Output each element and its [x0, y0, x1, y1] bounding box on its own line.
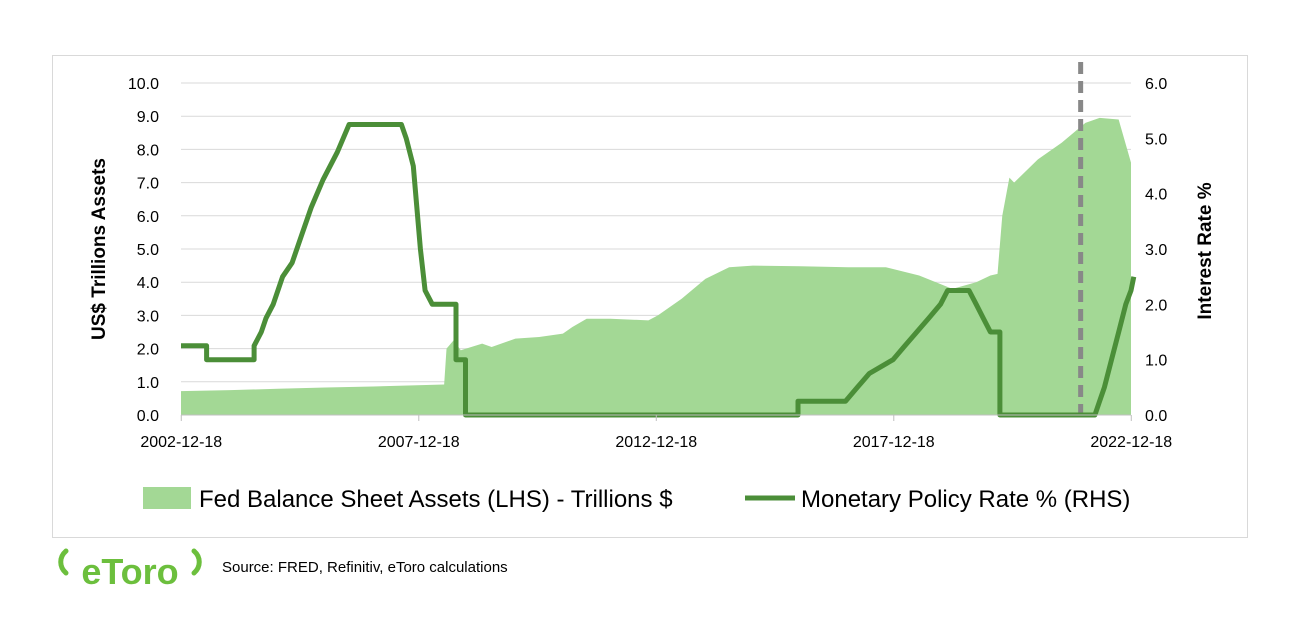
left-y-tick-label: 9.0 [137, 109, 159, 126]
right-y-tick-label: 5.0 [1145, 131, 1167, 148]
right-y-tick-label: 2.0 [1145, 297, 1167, 314]
source-note: Source: FRED, Refinitiv, eToro calculati… [222, 559, 508, 576]
left-y-tick-label: 5.0 [137, 242, 159, 259]
right-y-tick-label: 1.0 [1145, 353, 1167, 370]
balance-sheet-area-series [181, 117, 1131, 416]
left-y-tick-label: 0.0 [137, 408, 159, 425]
right-y-tick-label: 4.0 [1145, 187, 1167, 204]
x-tick-label: 2012-12-18 [615, 434, 697, 451]
right-axis-title: Interest Rate % [1195, 182, 1216, 319]
axes: 0.0 1.0 2.0 3.0 4.0 5.0 6.0 7.0 8.0 9.0 10.0 0.0 1.0… [89, 76, 1216, 451]
etoro-logo: eToro [58, 548, 202, 592]
logo-right-horn-icon [191, 548, 202, 576]
legend-label-balance-sheet: Fed Balance Sheet Assets (LHS) - Trillio… [199, 486, 673, 513]
left-y-tick-label: 8.0 [137, 142, 159, 159]
x-tick-label: 2007-12-18 [378, 434, 460, 451]
logo-text: eToro [81, 551, 178, 592]
left-y-tick-label: 4.0 [137, 275, 159, 292]
grid-lines [181, 82, 1131, 416]
left-y-tick-label: 7.0 [137, 176, 159, 193]
logo-left-horn-icon [58, 548, 69, 576]
left-y-tick-label: 10.0 [128, 76, 159, 93]
chart-frame: 0.0 1.0 2.0 3.0 4.0 5.0 6.0 7.0 8.0 9.0 10.0 0.0 1.0… [52, 55, 1248, 538]
left-y-tick-label: 6.0 [137, 209, 159, 226]
left-axis-title: US$ Trillions Assets [89, 158, 110, 340]
chart: 0.0 1.0 2.0 3.0 4.0 5.0 6.0 7.0 8.0 9.0 10.0 0.0 1.0… [89, 62, 1216, 513]
left-y-tick-label: 2.0 [137, 342, 159, 359]
legend-label-policy-rate: Monetary Policy Rate % (RHS) [801, 486, 1130, 513]
x-tick-label: 2017-12-18 [853, 434, 935, 451]
x-tick-label: 2002-12-18 [140, 434, 222, 451]
x-tick-label: 2022-12-18 [1090, 434, 1172, 451]
left-y-tick-label: 3.0 [137, 308, 159, 325]
legend: Fed Balance Sheet Assets (LHS) - Trillio… [143, 486, 1130, 513]
right-y-tick-label: 3.0 [1145, 242, 1167, 259]
left-y-tick-label: 1.0 [137, 375, 159, 392]
right-y-tick-label: 0.0 [1145, 408, 1167, 425]
legend-area-swatch [143, 487, 191, 509]
right-y-tick-label: 6.0 [1145, 76, 1167, 93]
balance-sheet-area [181, 117, 1131, 416]
